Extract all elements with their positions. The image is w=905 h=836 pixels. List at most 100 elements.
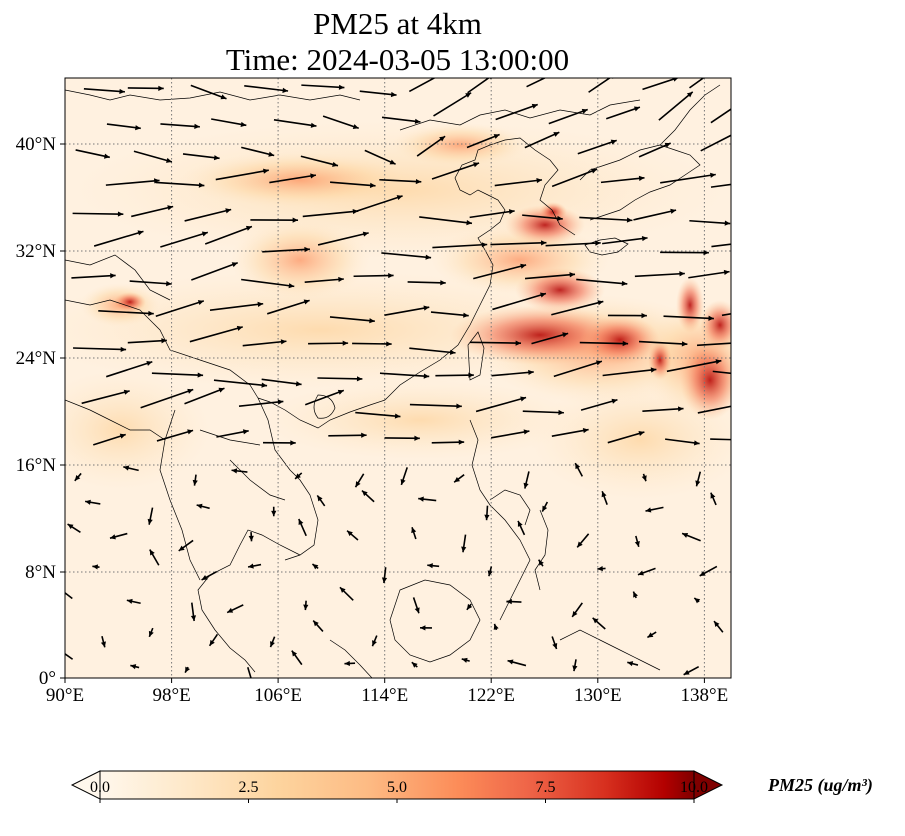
wind-arrow-shaft	[551, 300, 604, 316]
colorbar-label: PM25 (ug/m³)	[768, 775, 873, 795]
wind-arrow-head	[119, 433, 126, 439]
wind-arrow-head	[92, 564, 99, 570]
wind-arrow-head	[245, 225, 252, 231]
wind-vectors	[65, 78, 749, 678]
wind-arrow-head	[67, 524, 74, 530]
colorbar-tick-10: 10.0	[680, 779, 708, 796]
wind-arrow-head	[187, 429, 194, 435]
wind-arrow-head	[468, 372, 474, 378]
wind-arrow-shaft	[215, 169, 269, 181]
wind-arrow-head	[695, 480, 701, 487]
wind-arrow-head	[100, 641, 106, 648]
wind-arrow-shaft	[490, 241, 547, 246]
wind-arrow-shaft	[191, 262, 238, 281]
lat-label-0: 0°	[39, 668, 56, 689]
wind-arrow-head	[673, 78, 679, 82]
wind-arrow-shaft	[127, 339, 167, 344]
wind-arrow-head	[270, 641, 275, 648]
wind-arrow-head	[414, 118, 421, 124]
wind-arrow-head	[201, 575, 208, 580]
wind-arrow-head	[213, 155, 220, 161]
wind-arrow-head	[280, 339, 287, 345]
wind-arrow-shaft	[466, 133, 500, 149]
wind-arrow-head	[135, 125, 141, 131]
wind-arrow-shaft	[551, 168, 598, 188]
wind-arrow-shaft	[430, 311, 469, 317]
wind-arrow-head	[558, 409, 564, 416]
wind-arrow-head	[166, 157, 172, 163]
wind-arrow-head	[641, 235, 648, 242]
wind-arrow-head	[714, 621, 720, 627]
wind-arrow-head	[645, 507, 652, 513]
wind-arrow-head	[738, 101, 744, 106]
wind-arrow-head	[342, 340, 349, 346]
wind-arrow-head	[454, 476, 461, 483]
wind-arrow-shaft	[184, 208, 232, 222]
wind-arrow-shaft	[600, 177, 645, 184]
wind-arrow-head	[553, 132, 560, 137]
wind-arrow-shaft	[579, 216, 633, 222]
wind-arrow-head	[710, 172, 716, 178]
wind-arrow-shaft	[379, 178, 422, 183]
wind-arrow-head	[337, 389, 344, 395]
wind-arrow-head	[361, 432, 367, 438]
wind-arrow-head	[595, 360, 602, 366]
wind-arrow-shaft	[700, 134, 731, 152]
map-title-line1: PM25 at 4km	[313, 6, 482, 41]
wind-arrow-head	[461, 546, 467, 553]
wind-arrow-head	[440, 280, 446, 286]
wind-arrow-head	[506, 599, 512, 605]
wind-arrow-head	[263, 168, 269, 174]
wind-arrow-head	[743, 180, 749, 185]
wind-arrow-head	[708, 315, 714, 321]
wind-arrow-shaft	[242, 340, 287, 347]
wind-arrow-shaft	[475, 396, 527, 413]
wind-arrow-shaft	[381, 252, 432, 259]
wind-arrow-head	[458, 439, 465, 445]
wind-arrow-shaft	[131, 205, 174, 218]
wind-arrow-head	[310, 173, 316, 179]
wind-arrow-head	[650, 367, 657, 373]
wind-arrow-head	[592, 617, 599, 624]
colorbar-tick-5: 5.0	[387, 779, 407, 796]
wind-arrow-shaft	[156, 429, 194, 442]
wind-arrow-head	[461, 657, 468, 663]
wind-arrow-head	[591, 168, 598, 174]
wind-arrow-head	[724, 220, 731, 226]
wind-arrow-shaft	[642, 407, 684, 413]
wind-arrow-head	[710, 492, 716, 499]
wind-arrow-head	[248, 535, 254, 542]
wind-arrow-shaft	[473, 264, 527, 280]
wind-arrow-shaft	[93, 433, 126, 446]
wind-arrow-head	[257, 301, 264, 307]
wind-arrow-head	[268, 151, 275, 157]
wind-arrow-head	[694, 597, 701, 604]
wind-arrow-head	[703, 250, 709, 256]
wind-arrow-shaft	[329, 316, 375, 322]
wind-arrow-shaft	[151, 372, 204, 377]
wind-arrow-shaft	[721, 312, 731, 317]
wind-arrow-shaft	[204, 225, 253, 245]
wind-arrow-shaft	[711, 243, 731, 248]
wind-arrow-shaft	[127, 87, 164, 90]
wind-arrow-shaft	[419, 216, 473, 225]
wind-arrow-shaft	[356, 195, 403, 212]
lon-label-106e: 106°E	[254, 685, 302, 706]
wind-arrow-shaft	[531, 332, 569, 345]
wind-arrow-shaft	[211, 118, 247, 127]
wind-arrow-head	[611, 398, 618, 404]
wind-arrow-head	[146, 360, 153, 366]
wind-arrow-head	[466, 220, 472, 226]
wind-arrow-head	[103, 153, 110, 159]
wind-arrow-head	[517, 520, 523, 527]
wind-arrow-head	[540, 292, 546, 298]
wind-arrow-shaft	[304, 389, 345, 406]
wind-arrow-head	[418, 496, 424, 502]
wind-arrow-head	[715, 359, 722, 365]
wind-arrow-head	[352, 208, 359, 215]
lon-label-90e: 90°E	[46, 685, 84, 706]
wind-arrow-head	[425, 254, 432, 260]
wind-arrow-head	[295, 381, 302, 387]
wind-arrow-shaft	[262, 248, 310, 253]
wind-arrow-head	[290, 440, 296, 446]
